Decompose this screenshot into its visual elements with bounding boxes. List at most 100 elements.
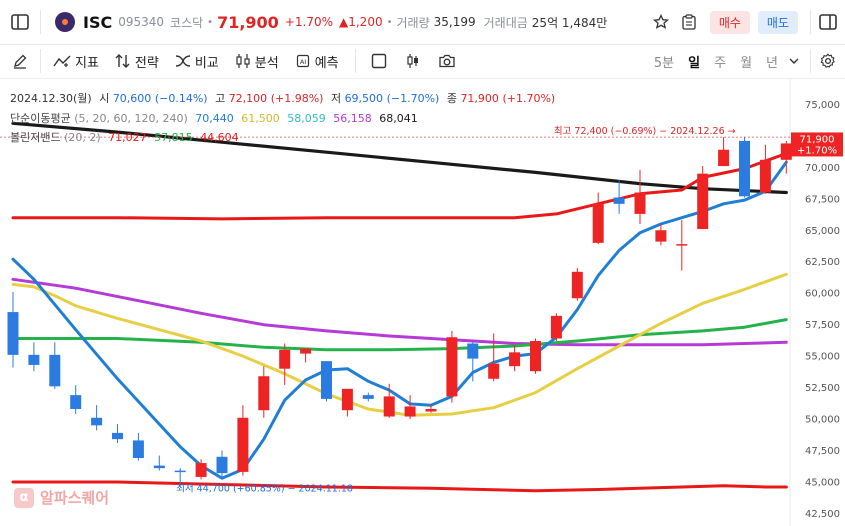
bollinger-lower-line xyxy=(11,480,788,493)
y-tick-label: 65,000 xyxy=(805,226,840,237)
open-label: 시 xyxy=(99,92,110,105)
period-week[interactable]: 주 xyxy=(714,55,727,71)
side-panel-icon[interactable] xyxy=(811,0,845,44)
chevron-down-icon[interactable] xyxy=(786,58,802,64)
alphasquare-watermark: α 알파스퀘어 xyxy=(14,487,109,508)
candle-body xyxy=(49,354,61,387)
analysis-button[interactable]: 분석 xyxy=(235,52,279,71)
ma60-value: 58,059 xyxy=(287,112,326,125)
candle-body xyxy=(759,159,771,193)
candle-body xyxy=(718,149,730,167)
open-pct: (−0.14%) xyxy=(154,92,208,105)
close-label: 종 xyxy=(446,92,457,105)
period-year[interactable]: 년 xyxy=(766,55,778,71)
price-badge xyxy=(791,132,843,157)
ma-legend[interactable]: 단순이동평균 (5, 20, 60, 120, 240) 70,440 61,5… xyxy=(10,110,418,126)
camera-icon[interactable] xyxy=(436,53,458,69)
y-tick-label: 50,000 xyxy=(805,415,840,426)
change-percent: +1.70% xyxy=(284,15,333,29)
divider xyxy=(810,10,811,34)
low-label: 저 xyxy=(330,92,342,105)
square-icon[interactable] xyxy=(368,53,390,69)
bb-legend[interactable]: 볼린저밴드 (20, 2) 71,027 57,815 44,604 xyxy=(10,129,239,145)
price-badge-value: 71,900 xyxy=(800,134,835,145)
price-chart[interactable]: 75,00072,50070,00067,50065,00062,50060,0… xyxy=(0,78,845,526)
period-day[interactable]: 일 xyxy=(688,55,701,71)
ma120-line xyxy=(11,277,788,347)
compare-label: 비교 xyxy=(194,55,219,71)
watermark-text: 알파스퀘어 xyxy=(40,489,110,507)
volume-value: 35,199 xyxy=(433,15,476,29)
clipboard-icon[interactable] xyxy=(678,14,700,30)
close-value: 71,900 xyxy=(460,92,499,105)
candle-body xyxy=(91,417,103,426)
candle-body xyxy=(279,349,291,369)
candle-body xyxy=(174,470,186,473)
candle-type-icon[interactable] xyxy=(402,53,424,69)
ai-chip-icon: AI xyxy=(296,54,309,68)
change-amount: ▲1,200 xyxy=(339,15,383,29)
volume-label: 거래량 xyxy=(396,15,430,30)
y-tick-label: 42,500 xyxy=(805,509,840,520)
candle-body xyxy=(634,192,646,214)
amount-label: 거래대금 xyxy=(483,15,528,30)
candlesticks xyxy=(7,137,792,487)
ma240-line xyxy=(11,121,788,195)
stock-name[interactable]: ISC xyxy=(83,12,113,32)
candle-body xyxy=(258,376,270,411)
gear-icon[interactable] xyxy=(811,53,845,69)
candle-body xyxy=(112,432,123,440)
strategy-button[interactable]: 전략 xyxy=(115,52,159,71)
candle-body xyxy=(697,173,709,230)
compare-button[interactable]: 비교 xyxy=(175,52,219,71)
ma120-value: 56,158 xyxy=(333,112,372,125)
candle-body xyxy=(488,363,500,379)
forecast-label: 예측 xyxy=(314,55,339,71)
y-tick-label: 60,000 xyxy=(805,289,840,300)
ma-params: (5, 20, 60, 120, 240) xyxy=(74,112,188,125)
sidebar-toggle-icon[interactable] xyxy=(0,0,40,44)
high-value: 72,100 xyxy=(228,92,268,105)
analysis-label: 분석 xyxy=(254,55,279,71)
divider xyxy=(810,49,811,73)
candle-body xyxy=(362,395,374,399)
indicator-label: 지표 xyxy=(75,55,99,71)
stock-code: 095340 xyxy=(118,15,165,29)
forecast-button[interactable]: AI 예측 xyxy=(295,52,339,71)
sell-button[interactable]: 매도 xyxy=(757,10,798,34)
candle-body xyxy=(613,197,625,204)
high-price-label: 최고 72,400 (−0.69%) − 2024.12.26 → xyxy=(554,126,736,137)
candle-body xyxy=(592,203,604,243)
buy-button[interactable]: 매수 xyxy=(709,10,750,34)
pencil-icon[interactable] xyxy=(0,44,40,78)
candle-body xyxy=(153,465,165,469)
current-price: 71,900 xyxy=(217,12,279,32)
y-tick-label: 67,500 xyxy=(805,194,840,205)
candle-body xyxy=(7,312,19,355)
dot-separator: • xyxy=(207,16,214,28)
candle-body xyxy=(655,230,667,242)
stock-header: ISC 095340 코스닥 • 71,900 +1.70% ▲1,200 • … xyxy=(0,0,845,45)
candle-body xyxy=(425,408,437,412)
candle-analysis-icon xyxy=(236,54,250,68)
bb-lower-value: 44,604 xyxy=(200,131,239,144)
y-tick-label: 55,000 xyxy=(805,352,840,363)
high-label: 고 xyxy=(215,92,226,105)
period-month[interactable]: 월 xyxy=(740,55,753,71)
candle-body xyxy=(780,143,792,160)
star-icon[interactable] xyxy=(650,14,672,30)
alphasquare-logo-icon: α xyxy=(14,487,34,508)
compare-icon xyxy=(175,55,190,67)
candle-body xyxy=(216,456,228,474)
candle-body xyxy=(28,354,40,365)
period-5m[interactable]: 5분 xyxy=(653,55,675,71)
divider xyxy=(354,49,356,73)
dot-separator: • xyxy=(386,16,393,28)
low-pct: (−1.70%) xyxy=(386,92,440,105)
price-badge-pct: +1.70% xyxy=(797,145,837,156)
y-tick-label: 52,500 xyxy=(805,383,840,394)
indicator-button[interactable]: 지표 xyxy=(53,52,99,71)
ma-label: 단순이동평균 xyxy=(10,112,71,125)
candle-body xyxy=(70,395,82,409)
bb-mid-value: 57,815 xyxy=(154,131,193,144)
